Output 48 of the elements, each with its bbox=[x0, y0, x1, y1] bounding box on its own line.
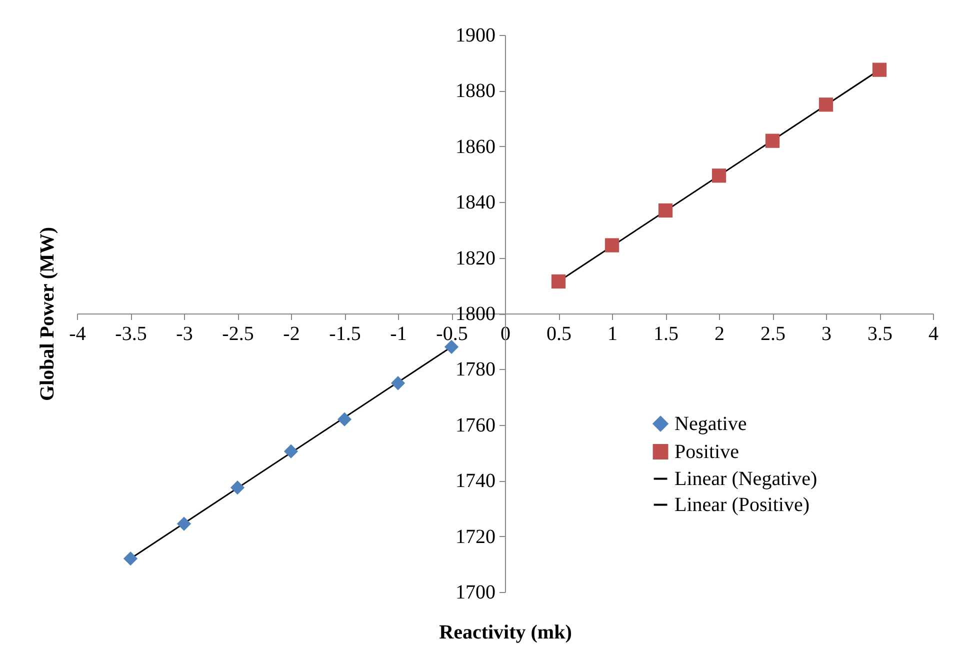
y-tick-label: 1700 bbox=[456, 582, 496, 604]
y-tick-label: 1860 bbox=[456, 136, 496, 158]
y-tick-label: 1900 bbox=[456, 24, 496, 46]
point bbox=[444, 340, 459, 354]
x-tick-label: -1 bbox=[390, 323, 407, 345]
point bbox=[765, 134, 780, 148]
point bbox=[390, 376, 406, 390]
point bbox=[337, 412, 352, 426]
y-tick-label: 1780 bbox=[456, 358, 496, 381]
x-tick-label: 0.5 bbox=[546, 323, 572, 345]
legend-label: Negative bbox=[674, 412, 747, 435]
x-tick-label: 3 bbox=[822, 323, 832, 345]
x-tick-label: 4 bbox=[928, 323, 938, 345]
x-tick-label: -1.5 bbox=[329, 323, 361, 345]
legend-label: Positive bbox=[674, 440, 740, 463]
point bbox=[604, 238, 620, 252]
y-tick-label: 1820 bbox=[456, 247, 496, 270]
y-tick-label: 1800 bbox=[456, 303, 496, 325]
x-tick-label: -0.5 bbox=[436, 323, 468, 345]
legend-label: Linear (Negative) bbox=[674, 468, 818, 490]
x-tick-label: 1.5 bbox=[654, 323, 678, 345]
point bbox=[123, 552, 138, 566]
y-tick-label: 1760 bbox=[456, 414, 496, 436]
x-tick-label: 1 bbox=[608, 323, 618, 345]
x-tick-label: 0 bbox=[500, 323, 510, 345]
point bbox=[230, 480, 245, 495]
point bbox=[551, 274, 566, 289]
y-axis-title: Global Power (MW) bbox=[36, 226, 58, 402]
point bbox=[284, 444, 298, 458]
point bbox=[712, 168, 726, 183]
x-tick-label: 3.5 bbox=[868, 323, 892, 345]
point bbox=[658, 203, 673, 218]
legend-label: Linear (Positive) bbox=[674, 494, 810, 516]
x-tick-label: -3 bbox=[176, 323, 193, 345]
x-tick-label: -3.5 bbox=[115, 323, 147, 345]
x-tick-label: -2.5 bbox=[222, 323, 254, 345]
point bbox=[818, 98, 834, 112]
x-tick-label: -2 bbox=[283, 323, 300, 345]
y-tick-label: 1840 bbox=[456, 192, 496, 214]
point bbox=[872, 62, 887, 77]
x-tick-label: -4 bbox=[69, 323, 86, 345]
x-tick-label: 2.5 bbox=[760, 323, 786, 345]
x-tick-label: 2 bbox=[714, 323, 724, 345]
y-tick-label: 1740 bbox=[456, 470, 496, 492]
point bbox=[176, 516, 192, 531]
y-tick-label: 1880 bbox=[456, 80, 496, 102]
y-tick-label: 1720 bbox=[456, 526, 496, 548]
x-axis-title: Reactivity (mk) bbox=[439, 622, 572, 644]
